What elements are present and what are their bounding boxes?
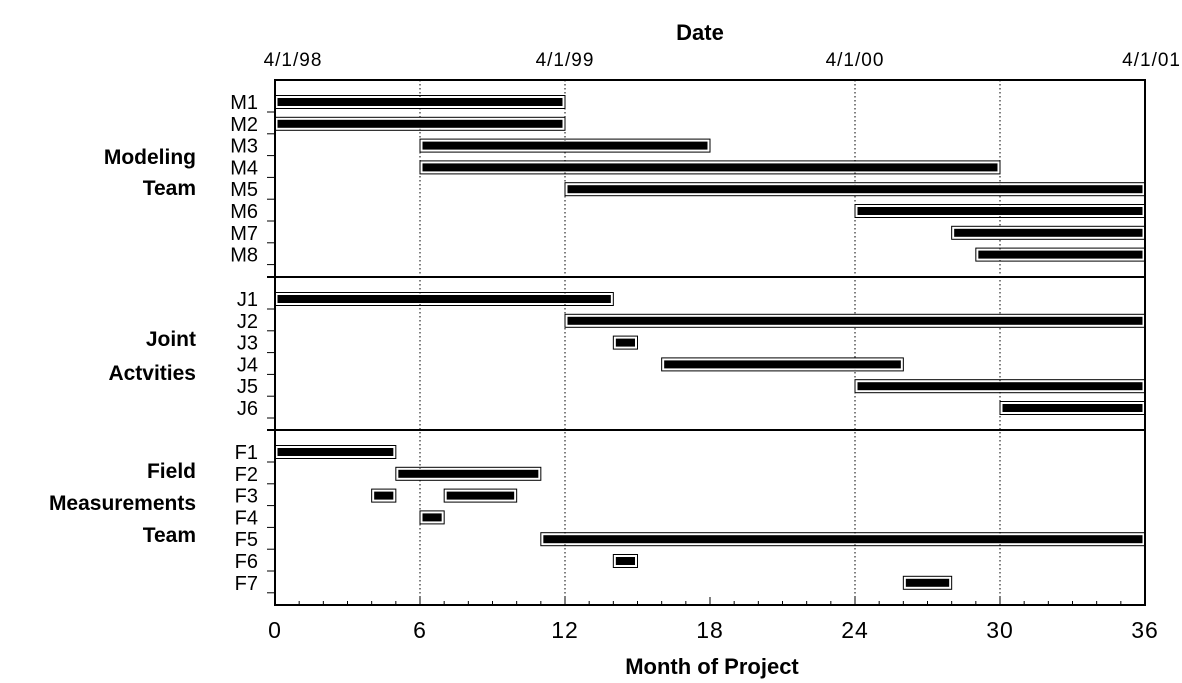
task-label: F7 [235,573,258,595]
x-tick-label: 6 [413,617,427,643]
task-label: F2 [235,464,258,486]
group-label: Joint [146,328,196,351]
gantt-bar [1001,403,1144,413]
gantt-bar [276,118,564,129]
gantt-bar [373,490,395,501]
bars [274,95,1146,590]
group-label: Measurements [49,492,196,515]
gantt-bar [977,249,1144,260]
x-tick-label: 12 [551,617,579,643]
task-label: M5 [230,179,258,201]
task-label: F4 [235,507,258,529]
gantt-bar [445,490,516,501]
task-label: M2 [230,114,258,136]
task-label: M6 [230,201,258,223]
gantt-bar [421,162,999,173]
gantt-bar [953,227,1144,238]
gantt-bar [421,512,443,523]
x-axis-title: Month of Project [625,654,799,679]
task-label: F6 [235,551,258,573]
x-tick-label: 0 [268,617,282,643]
task-label: F1 [235,442,258,464]
gantt-bar [421,140,709,151]
task-label: M7 [230,223,258,245]
gantt-bar [904,577,951,588]
gantt-bar [856,381,1144,392]
task-label: J3 [237,333,258,355]
gantt-bar-outline [443,488,518,503]
task-label: F3 [235,486,258,508]
task-label: J5 [237,376,258,398]
group-label: Modeling [104,146,196,169]
x-tick-label: 30 [986,617,1014,643]
date-tick-label: 4/1/98 [264,50,323,71]
gantt-bar [276,447,395,457]
date-tick-label: 4/1/01 [1122,50,1181,71]
task-label: J4 [237,354,258,376]
group-label: Field [147,460,196,483]
top-axis-title: Date [676,20,724,45]
x-tick-label: 18 [696,617,724,643]
date-tick-label: 4/1/00 [826,50,885,71]
group-label: Team [143,524,196,547]
task-label: J6 [237,398,258,420]
task-label: J2 [237,311,258,333]
gantt-bar-outline [419,160,1001,175]
gantt-bar [566,184,1144,195]
gantt-bar [856,206,1144,216]
gantt-bar [542,534,1144,545]
plot-border [274,79,1146,606]
gantt-bar [276,97,564,107]
plot-frame [267,79,1146,606]
gridlines [419,80,1001,605]
task-label: J1 [237,289,258,311]
gantt-bar [397,468,540,479]
gantt-bar-outline [612,335,638,350]
gantt-bar-outline [902,575,953,590]
x-tick-label: 36 [1131,617,1159,643]
x-tick-label: 24 [841,617,869,643]
gantt-bar [614,556,636,566]
task-label: F5 [235,529,258,551]
gantt-bar-outline [661,357,904,372]
gantt-bar [663,359,902,370]
gantt-bar [566,315,1144,326]
gantt-bar-outline [612,554,638,568]
gantt-bar [276,294,612,304]
gantt-bar-outline [371,488,397,503]
gantt-bar [614,337,636,348]
gantt-bar-outline [395,466,542,481]
task-label: M8 [230,245,258,267]
task-label: M4 [230,157,258,179]
group-label: Team [143,177,196,200]
gantt-bar-outline [419,510,445,525]
date-tick-label: 4/1/99 [536,50,595,71]
task-label: M3 [230,136,258,158]
task-label: M1 [230,92,258,114]
gantt-bar-outline [419,138,711,153]
group-label: Actvities [108,362,196,385]
